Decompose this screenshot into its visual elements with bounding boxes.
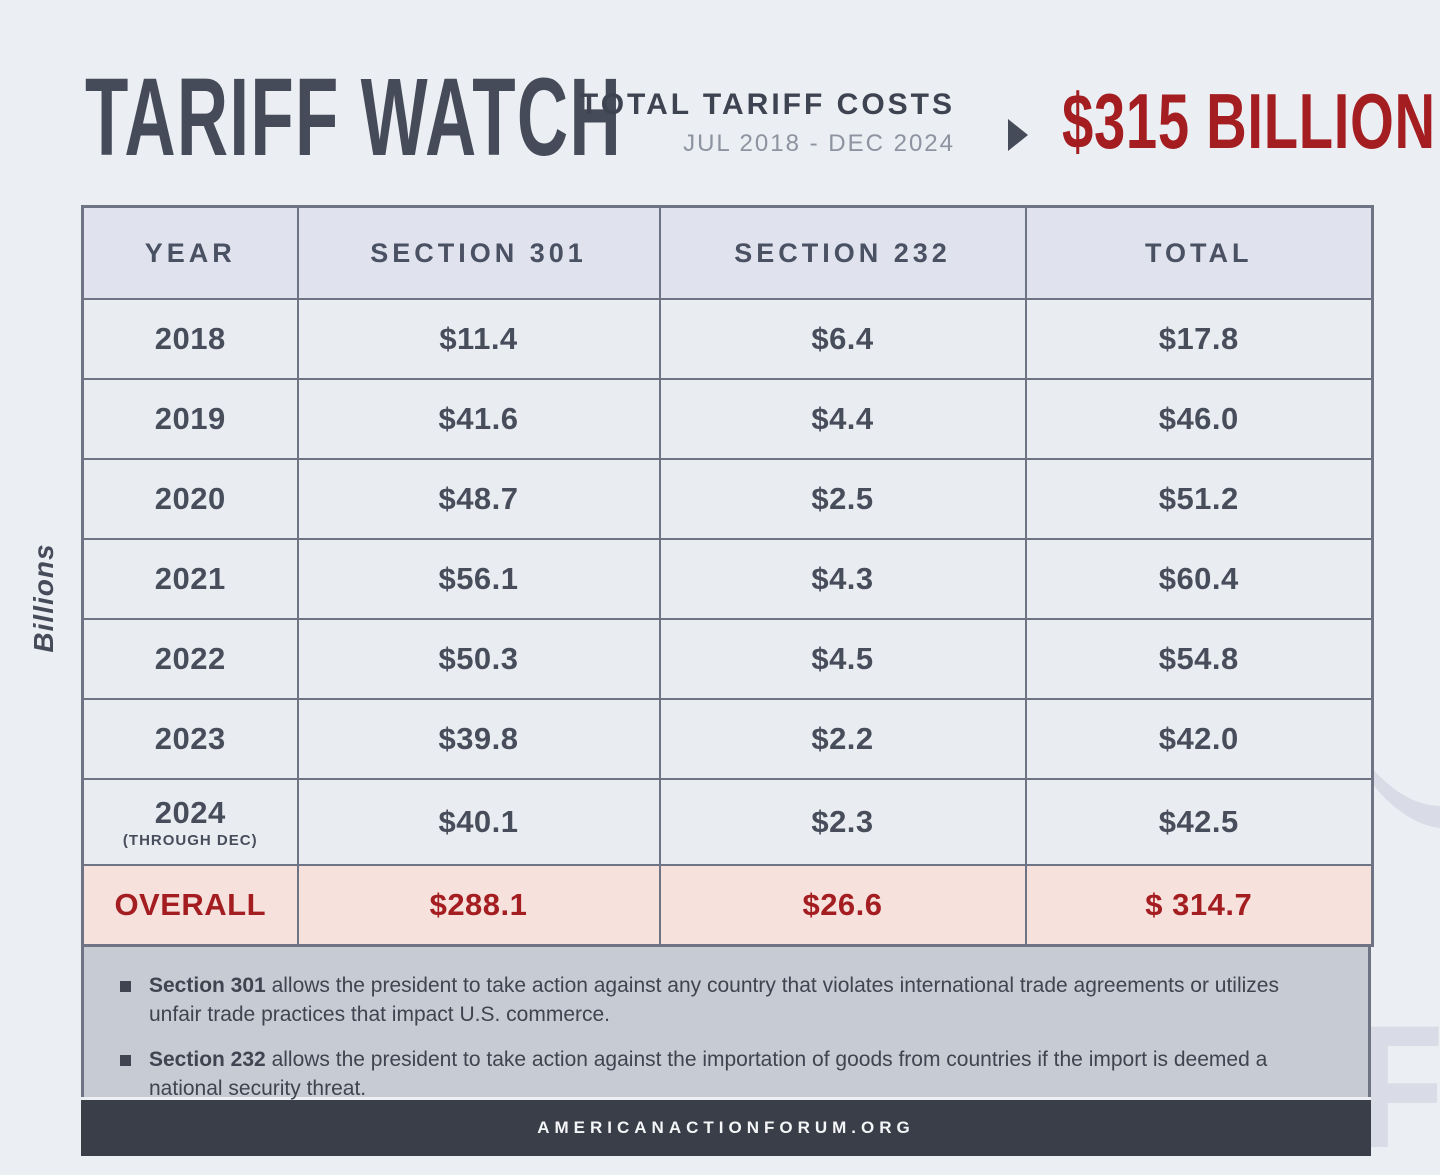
year-value: 2024: [154, 795, 226, 830]
column-header-section-232: SECTION 232: [658, 205, 1027, 300]
footnote-body: allows the president to take action agai…: [149, 1047, 1268, 1100]
square-bullet-icon: [120, 1054, 131, 1066]
total-cell: $54.8: [1024, 618, 1374, 700]
section-301-cell: $40.1: [296, 778, 661, 866]
aaf-watermark-swoosh: [1366, 761, 1440, 828]
right-arrow-icon: [1008, 119, 1028, 151]
section-232-cell: $26.6: [658, 864, 1027, 947]
table-row: 2024 (THROUGH DEC) $40.1 $2.3 $42.5: [81, 778, 1374, 866]
main-content: YEAR SECTION 301 SECTION 232 TOTAL 2018 …: [81, 205, 1374, 1156]
section-301-cell: $41.6: [296, 378, 661, 460]
section-232-cell: $6.4: [658, 298, 1027, 380]
table-row: 2021 $56.1 $4.3 $60.4: [81, 538, 1374, 620]
footer-bar: AMERICANACTIONFORUM.ORG: [81, 1097, 1371, 1156]
square-bullet-icon: [120, 981, 131, 992]
section-301-cell: $56.1: [296, 538, 661, 620]
year-cell: 2018: [81, 298, 299, 380]
page-title: TARIFF WATCH: [85, 56, 622, 179]
section-301-cell: $48.7: [296, 458, 661, 540]
year-note: (THROUGH DEC): [122, 832, 258, 849]
year-cell: 2023: [81, 698, 299, 780]
total-cell: $42.5: [1024, 778, 1374, 866]
year-cell: 2021: [81, 538, 299, 620]
column-header-section-301: SECTION 301: [296, 205, 661, 300]
table-row: 2019 $41.6 $4.4 $46.0: [81, 378, 1374, 460]
overall-row: OVERALL $288.1 $26.6 $ 314.7: [81, 864, 1374, 947]
footnote-section-232: Section 232 allows the president to take…: [120, 1046, 1338, 1104]
table-row: 2023 $39.8 $2.2 $42.0: [81, 698, 1374, 780]
total-cell: $ 314.7: [1024, 864, 1374, 947]
units-label: Billions: [28, 543, 59, 653]
table-row: 2018 $11.4 $6.4 $17.8: [81, 298, 1374, 380]
section-232-cell: $4.5: [658, 618, 1027, 700]
year-cell: OVERALL: [81, 864, 299, 947]
tariff-table: YEAR SECTION 301 SECTION 232 TOTAL 2018 …: [81, 205, 1374, 947]
column-header-year: YEAR: [81, 205, 299, 300]
subtitle-label: TOTAL TARIFF COSTS: [579, 88, 955, 121]
subtitle-block: TOTAL TARIFF COSTS JUL 2018 - DEC 2024: [455, 88, 955, 158]
footnote-section-301: Section 301 allows the president to take…: [120, 972, 1338, 1030]
section-232-cell: $2.5: [658, 458, 1027, 540]
total-cell: $42.0: [1024, 698, 1374, 780]
footnote-body: allows the president to take action agai…: [149, 974, 1279, 1026]
subtitle-date-range: JUL 2018 - DEC 2024: [683, 130, 955, 157]
column-header-total: TOTAL: [1024, 205, 1374, 300]
section-301-cell: $50.3: [296, 618, 661, 700]
section-232-cell: $2.3: [658, 778, 1027, 866]
total-cell: $60.4: [1024, 538, 1374, 620]
total-tariff-amount: $315 BILLION: [1062, 77, 1436, 165]
year-cell: 2020: [81, 458, 299, 540]
year-cell: 2022: [81, 618, 299, 700]
footnote-text: Section 301 allows the president to take…: [149, 972, 1309, 1030]
section-301-cell: $39.8: [296, 698, 661, 780]
website-url: AMERICANACTIONFORUM.ORG: [537, 1118, 915, 1137]
section-232-cell: $4.4: [658, 378, 1027, 460]
total-cell: $46.0: [1024, 378, 1374, 460]
footnotes-section: Section 301 allows the president to take…: [81, 947, 1371, 1100]
section-232-cell: $2.2: [658, 698, 1027, 780]
footnote-bold-term: Section 301: [149, 974, 266, 997]
year-cell: 2019: [81, 378, 299, 460]
table-row: 2020 $48.7 $2.5 $51.2: [81, 458, 1374, 540]
year-cell: 2024 (THROUGH DEC): [81, 778, 299, 866]
table-header-row: YEAR SECTION 301 SECTION 232 TOTAL: [81, 205, 1374, 300]
section-301-cell: $288.1: [296, 864, 661, 947]
section-301-cell: $11.4: [296, 298, 661, 380]
total-cell: $51.2: [1024, 458, 1374, 540]
table-row: 2022 $50.3 $4.5 $54.8: [81, 618, 1374, 700]
section-232-cell: $4.3: [658, 538, 1027, 620]
footnote-bold-term: Section 232: [149, 1047, 266, 1071]
footnote-text: Section 232 allows the president to take…: [149, 1046, 1309, 1104]
total-cell: $17.8: [1024, 298, 1374, 380]
